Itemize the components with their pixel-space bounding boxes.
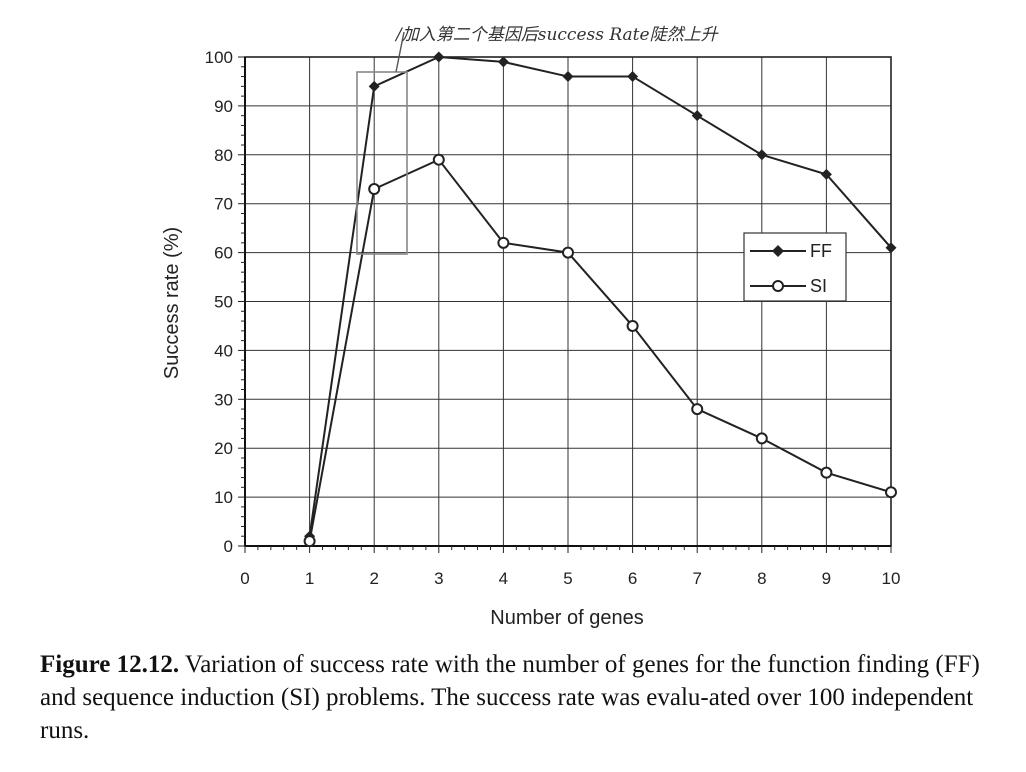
annotation-highlight-box <box>356 71 408 255</box>
series-si-point <box>885 486 897 499</box>
line-chart: 0 10 20 30 40 50 60 70 80 90 100 0 1 2 3 4 5 6 7 8 9 10 /加入第二… <box>161 25 901 629</box>
legend-ff-marker <box>772 245 784 257</box>
series-ff-point <box>820 168 832 180</box>
series-ff-point <box>368 80 380 92</box>
y-tick-label: 50 <box>214 293 233 312</box>
series-si-point <box>562 246 574 259</box>
legend-si-marker <box>772 280 784 292</box>
x-tick-label: 2 <box>369 569 378 588</box>
y-tick-label: 20 <box>214 439 233 458</box>
caption-text: Variation of success rate with the numbe… <box>40 651 980 744</box>
y-axis-title: Success rate (%) <box>161 227 183 379</box>
axes <box>238 56 892 553</box>
series-ff-point <box>562 71 574 83</box>
x-tick-label: 9 <box>822 569 831 588</box>
legend: FF SI <box>743 232 847 302</box>
legend-ff-label: FF <box>810 241 832 261</box>
series-si-point <box>755 432 768 445</box>
y-tick-label: 90 <box>214 97 233 116</box>
x-tick-label: 6 <box>628 569 637 588</box>
x-tick-label: 8 <box>757 569 766 588</box>
y-tick-label: 40 <box>214 341 233 360</box>
x-tick-label: 5 <box>563 569 572 588</box>
series-ff-point <box>497 56 509 68</box>
tick-labels: 0 10 20 30 40 50 60 70 80 90 100 0 1 2 3 4 5 6 7 8 9 10 <box>205 48 901 588</box>
series-ff-point <box>756 149 768 161</box>
y-tick-label: 80 <box>214 146 233 165</box>
y-tick-label: 70 <box>214 195 233 214</box>
x-tick-label: 0 <box>240 569 249 588</box>
x-tick-label: 10 <box>882 569 901 588</box>
x-axis-title: Number of genes <box>490 607 643 629</box>
annotation-text: /加入第二个基因后success Rate陡然上升 <box>394 25 720 45</box>
series-si-point <box>820 466 833 479</box>
figure-label: Figure 12.12. <box>40 651 180 678</box>
y-tick-label: 60 <box>214 244 233 263</box>
series-si-point <box>691 403 704 416</box>
series-ff-point <box>885 242 897 254</box>
series-ff-point <box>627 71 639 83</box>
y-tick-label: 10 <box>214 488 233 507</box>
y-tick-label: 30 <box>214 390 233 409</box>
x-tick-label: 1 <box>305 569 314 588</box>
series-si-point <box>432 153 445 166</box>
series-si-point <box>497 236 510 249</box>
series-si-point <box>368 183 381 196</box>
legend-si-label: SI <box>810 276 827 296</box>
series-si-point <box>626 319 639 332</box>
series-ff-point <box>433 51 445 63</box>
y-tick-label: 100 <box>205 48 233 67</box>
x-tick-label: 4 <box>499 569 508 588</box>
series-si-point <box>303 535 316 548</box>
legend-box <box>743 232 847 302</box>
annotation-pointer-line <box>395 31 405 73</box>
x-tick-label: 7 <box>692 569 701 588</box>
figure-caption: Figure 12.12. Variation of success rate … <box>40 648 1020 747</box>
x-tick-label: 3 <box>434 569 443 588</box>
annotation-group: /加入第二个基因后success Rate陡然上升 <box>356 25 720 255</box>
y-tick-label: 0 <box>224 537 233 556</box>
series-ff-point <box>691 110 703 122</box>
